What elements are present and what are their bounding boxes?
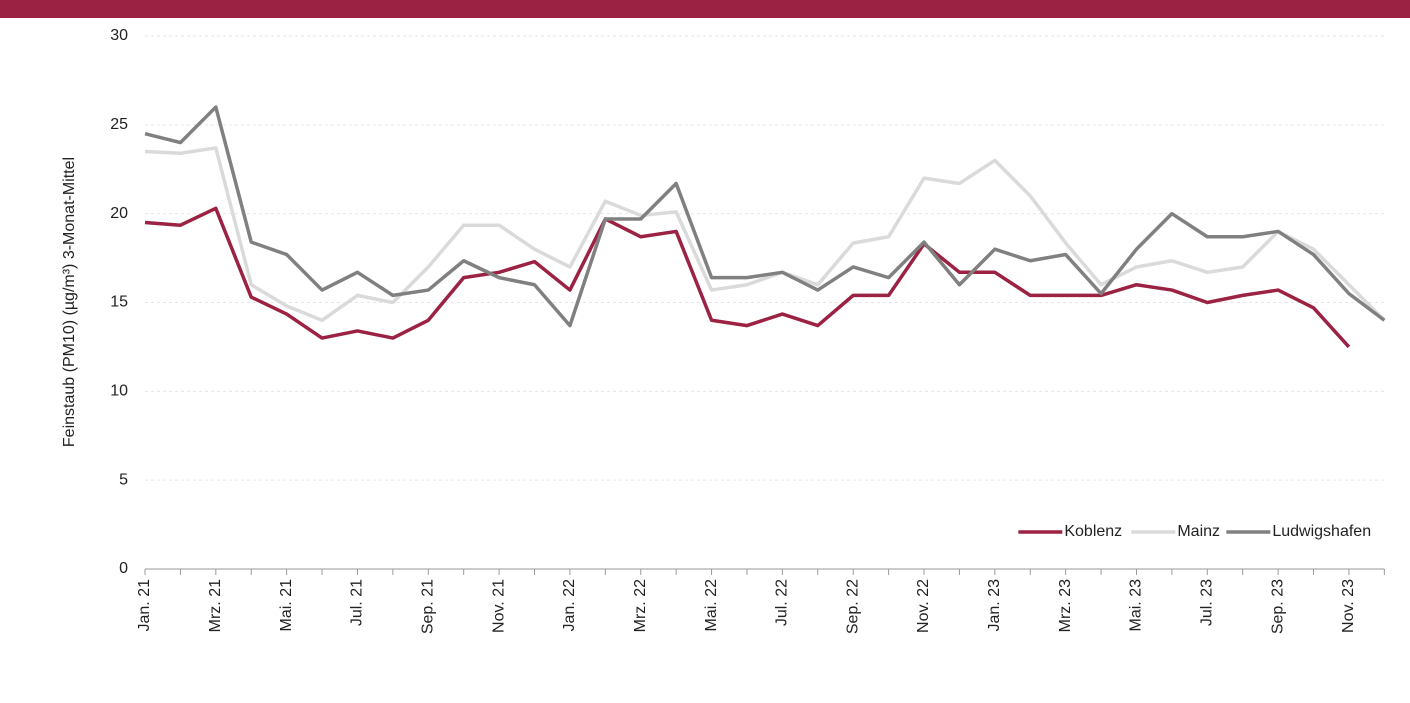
header-bar (0, 0, 1410, 18)
series-line (144, 105, 1386, 328)
x-tick-label: Sep. 21 (419, 579, 436, 634)
legend-label: Mainz (1177, 523, 1220, 540)
y-tick-label: 25 (110, 116, 128, 133)
x-tick-label: Mrz. 21 (207, 579, 224, 632)
x-tick-label: Jul. 23 (1199, 579, 1216, 626)
y-tick-label: 5 (119, 471, 128, 488)
x-tick-label: Jul. 22 (774, 579, 791, 626)
legend-label: Koblenz (1064, 523, 1122, 540)
x-tick-label: Mai. 22 (703, 579, 720, 632)
x-tick-label: Nov. 21 (490, 579, 507, 633)
x-tick-label: Mrz. 22 (632, 579, 649, 632)
y-axis-label: Feinstaub (PM10) (µg/m³) 3-Monat-Mittel (61, 157, 78, 447)
x-tick-label: Mrz. 23 (1057, 579, 1074, 632)
x-tick-label: Nov. 23 (1340, 579, 1357, 633)
x-tick-label: Mai. 21 (278, 579, 295, 632)
x-tick-label: Jan. 21 (136, 579, 153, 632)
y-tick-label: 30 (110, 27, 128, 44)
y-tick-label: 15 (110, 294, 128, 311)
y-tick-label: 20 (110, 205, 128, 222)
series-line (144, 146, 1386, 323)
x-tick-label: Jul. 21 (349, 579, 366, 626)
y-tick-label: 0 (119, 560, 128, 577)
series-line (144, 206, 1351, 349)
x-tick-label: Sep. 23 (1269, 579, 1286, 634)
x-tick-label: Jan. 23 (986, 579, 1003, 632)
x-tick-label: Jan. 22 (561, 579, 578, 632)
x-tick-label: Sep. 22 (844, 579, 861, 634)
y-tick-label: 10 (110, 383, 128, 400)
x-tick-label: Mai. 23 (1128, 579, 1145, 632)
x-tick-label: Nov. 22 (915, 579, 932, 633)
legend-label: Ludwigshafen (1272, 523, 1371, 540)
